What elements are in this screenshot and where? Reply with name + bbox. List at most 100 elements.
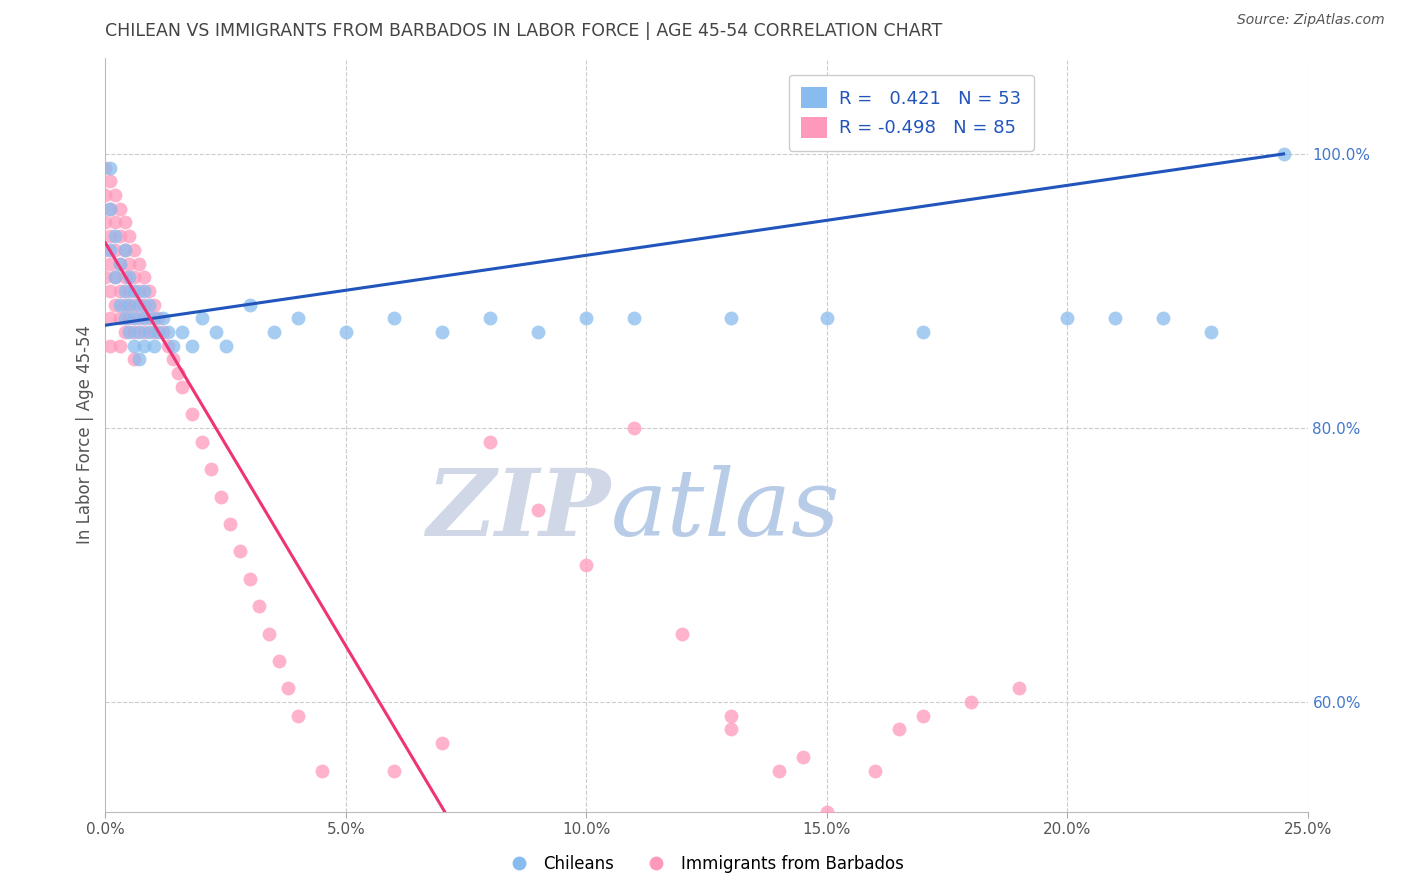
Point (229, 544, 252, 558)
Point (108, 202, 131, 216)
Point (108, 256, 131, 270)
Point (720, 723, 742, 737)
Point (138, 311, 160, 326)
Point (671, 626, 693, 640)
Point (124, 284, 146, 298)
Point (98, 161, 121, 175)
Point (98, 256, 121, 270)
Point (128, 298, 150, 312)
Point (623, 421, 645, 435)
Point (128, 256, 150, 270)
Point (118, 229, 141, 244)
Point (118, 325, 141, 339)
Point (114, 311, 136, 326)
Point (124, 311, 146, 326)
Point (94, 161, 117, 175)
Point (287, 708, 309, 723)
Point (128, 311, 150, 326)
Point (104, 229, 127, 244)
Point (98, 311, 121, 326)
Point (156, 339, 179, 353)
Point (156, 325, 179, 339)
Point (863, 764, 886, 778)
Point (104, 188, 127, 202)
Point (98, 202, 121, 216)
Point (200, 462, 222, 476)
Point (142, 311, 165, 326)
Point (287, 311, 309, 326)
Point (214, 339, 236, 353)
Point (148, 311, 170, 326)
Text: Source: ZipAtlas.com: Source: ZipAtlas.com (1237, 13, 1385, 28)
Point (277, 681, 299, 696)
Point (98, 284, 121, 298)
Point (118, 311, 141, 326)
Point (118, 298, 141, 312)
Point (152, 325, 174, 339)
Point (181, 407, 204, 421)
Point (720, 708, 742, 723)
Point (166, 366, 188, 380)
Point (181, 339, 204, 353)
Point (104, 270, 127, 285)
Point (124, 325, 146, 339)
Point (768, 764, 790, 778)
Point (720, 311, 742, 326)
Point (911, 708, 934, 723)
Point (124, 243, 146, 257)
Point (94, 243, 117, 257)
Point (162, 339, 184, 353)
Point (911, 325, 934, 339)
Point (1152, 311, 1174, 326)
Point (114, 325, 136, 339)
Point (104, 298, 127, 312)
Point (114, 284, 136, 298)
Point (209, 490, 232, 504)
Point (114, 215, 136, 229)
Point (114, 243, 136, 257)
Point (267, 654, 290, 668)
Point (479, 434, 502, 449)
Point (132, 270, 155, 285)
Point (205, 325, 228, 339)
Point (792, 750, 814, 764)
Point (108, 284, 131, 298)
Point (108, 339, 131, 353)
Point (1201, 325, 1223, 339)
Point (128, 325, 150, 339)
Point (815, 805, 838, 819)
Point (142, 325, 165, 339)
Point (104, 243, 127, 257)
Point (960, 695, 983, 709)
Point (132, 325, 155, 339)
Point (190, 311, 212, 326)
Point (124, 270, 146, 285)
Point (172, 325, 194, 339)
Point (118, 270, 141, 285)
Point (104, 270, 127, 285)
Point (124, 298, 146, 312)
Point (190, 434, 212, 449)
Point (172, 380, 194, 394)
Point (1056, 311, 1078, 326)
Point (124, 352, 146, 367)
Point (138, 298, 160, 312)
Point (94, 270, 117, 285)
Point (132, 339, 155, 353)
Point (98, 339, 121, 353)
Point (128, 352, 150, 367)
Y-axis label: In Labor Force | Age 45-54: In Labor Force | Age 45-54 (76, 326, 94, 544)
Point (382, 311, 405, 326)
Point (118, 284, 141, 298)
Point (335, 818, 357, 832)
Point (108, 311, 131, 326)
Legend: R =   0.421   N = 53, R = -0.498   N = 85: R = 0.421 N = 53, R = -0.498 N = 85 (789, 75, 1033, 151)
Point (98, 243, 121, 257)
Point (148, 325, 170, 339)
Point (623, 311, 645, 326)
Point (815, 311, 838, 326)
Point (479, 311, 502, 326)
Point (239, 572, 262, 586)
Point (162, 352, 184, 367)
Legend: Chileans, Immigrants from Barbados: Chileans, Immigrants from Barbados (495, 848, 911, 880)
